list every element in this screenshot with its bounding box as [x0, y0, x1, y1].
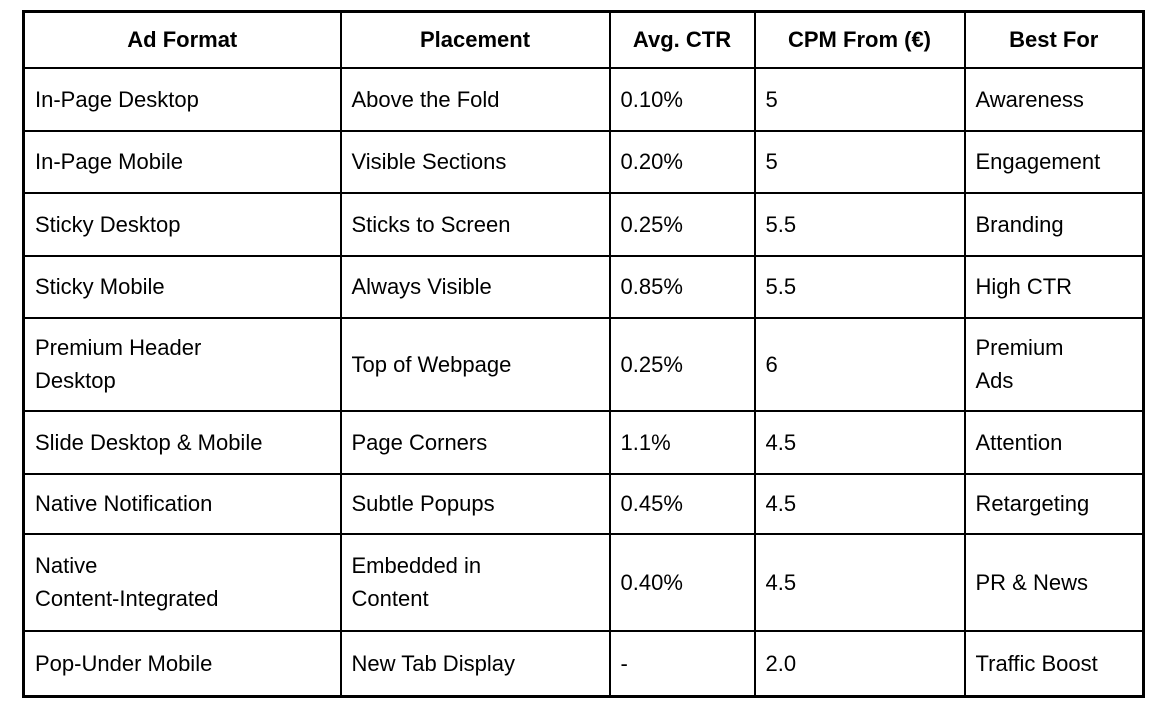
column-header-avg-ctr: Avg. CTR: [608, 10, 756, 69]
cell-placement: Above the Fold: [339, 66, 611, 132]
cell-placement: Page Corners: [339, 409, 611, 475]
cell-best-for: Engagement: [963, 129, 1145, 194]
table-row: In-Page Desktop Above the Fold 0.10% 5 A…: [22, 66, 1145, 132]
table-row: Native Notification Subtle Popups 0.45% …: [22, 472, 1145, 535]
cell-placement: Always Visible: [339, 254, 611, 319]
cell-ad-format: Sticky Mobile: [22, 254, 342, 319]
cell-placement: Subtle Popups: [339, 472, 611, 535]
cell-cpm-from: 4.5: [753, 409, 966, 475]
cell-ad-format: Native Content-Integrated: [22, 532, 342, 632]
cell-best-for: High CTR: [963, 254, 1145, 319]
cell-avg-ctr: 0.25%: [608, 316, 756, 412]
table-row: Premium Header Desktop Top of Webpage 0.…: [22, 316, 1145, 412]
cell-best-for: Retargeting: [963, 472, 1145, 535]
cell-ad-format: In-Page Mobile: [22, 129, 342, 194]
cell-best-for: Premium Ads: [963, 316, 1145, 412]
cell-avg-ctr: 0.25%: [608, 191, 756, 257]
cell-avg-ctr: 0.40%: [608, 532, 756, 632]
table-row: Sticky Desktop Sticks to Screen 0.25% 5.…: [22, 191, 1145, 257]
cell-best-for: Traffic Boost: [963, 629, 1145, 698]
table-row: Native Content-Integrated Embedded in Co…: [22, 532, 1145, 632]
cell-avg-ctr: 0.85%: [608, 254, 756, 319]
cell-ad-format: Sticky Desktop: [22, 191, 342, 257]
cell-placement: Top of Webpage: [339, 316, 611, 412]
cell-best-for: Branding: [963, 191, 1145, 257]
column-header-best-for: Best For: [963, 10, 1145, 69]
cell-avg-ctr: 0.10%: [608, 66, 756, 132]
cell-avg-ctr: 1.1%: [608, 409, 756, 475]
cell-cpm-from: 5.5: [753, 254, 966, 319]
cell-cpm-from: 4.5: [753, 532, 966, 632]
cell-cpm-from: 5: [753, 66, 966, 132]
table-row: Pop-Under Mobile New Tab Display - 2.0 T…: [22, 629, 1145, 698]
cell-ad-format: Pop-Under Mobile: [22, 629, 342, 698]
table-row: Sticky Mobile Always Visible 0.85% 5.5 H…: [22, 254, 1145, 319]
cell-placement: New Tab Display: [339, 629, 611, 698]
column-header-ad-format: Ad Format: [22, 10, 342, 69]
column-header-cpm-from: CPM From (€): [753, 10, 966, 69]
column-header-placement: Placement: [339, 10, 611, 69]
cell-best-for: PR & News: [963, 532, 1145, 632]
cell-cpm-from: 5: [753, 129, 966, 194]
table-row: In-Page Mobile Visible Sections 0.20% 5 …: [22, 129, 1145, 194]
cell-ad-format: In-Page Desktop: [22, 66, 342, 132]
table-header-row: Ad Format Placement Avg. CTR CPM From (€…: [22, 10, 1145, 69]
cell-best-for: Attention: [963, 409, 1145, 475]
cell-cpm-from: 4.5: [753, 472, 966, 535]
cell-avg-ctr: 0.20%: [608, 129, 756, 194]
ad-formats-table: Ad Format Placement Avg. CTR CPM From (€…: [22, 10, 1145, 698]
cell-best-for: Awareness: [963, 66, 1145, 132]
cell-ad-format: Premium Header Desktop: [22, 316, 342, 412]
cell-placement: Visible Sections: [339, 129, 611, 194]
cell-ad-format: Native Notification: [22, 472, 342, 535]
cell-ad-format: Slide Desktop & Mobile: [22, 409, 342, 475]
cell-avg-ctr: 0.45%: [608, 472, 756, 535]
cell-cpm-from: 2.0: [753, 629, 966, 698]
cell-placement: Embedded in Content: [339, 532, 611, 632]
table-row: Slide Desktop & Mobile Page Corners 1.1%…: [22, 409, 1145, 475]
cell-placement: Sticks to Screen: [339, 191, 611, 257]
ad-formats-table-container: Ad Format Placement Avg. CTR CPM From (€…: [22, 10, 1145, 698]
cell-cpm-from: 5.5: [753, 191, 966, 257]
cell-avg-ctr: -: [608, 629, 756, 698]
cell-cpm-from: 6: [753, 316, 966, 412]
